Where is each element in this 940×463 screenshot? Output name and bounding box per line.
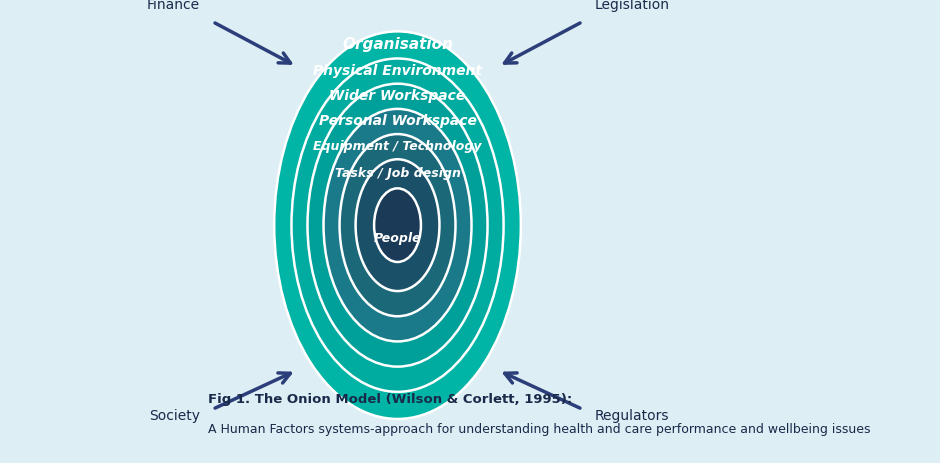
Text: Fig 1. The Onion Model (Wilson & Corlett, 1995):: Fig 1. The Onion Model (Wilson & Corlett… bbox=[208, 393, 572, 406]
Ellipse shape bbox=[307, 84, 488, 367]
Text: Legislation: Legislation bbox=[595, 0, 670, 12]
Text: People: People bbox=[374, 232, 421, 245]
Text: Physical Environment: Physical Environment bbox=[313, 64, 482, 78]
Ellipse shape bbox=[339, 134, 456, 316]
Text: Society: Society bbox=[149, 409, 200, 423]
Text: Personal Workspace: Personal Workspace bbox=[319, 114, 477, 128]
Text: Wider Workspace: Wider Workspace bbox=[329, 89, 465, 103]
Ellipse shape bbox=[291, 58, 504, 392]
FancyBboxPatch shape bbox=[164, 9, 631, 463]
Text: Tasks / Job design: Tasks / Job design bbox=[335, 167, 461, 180]
Text: A Human Factors systems-approach for understanding health and care performance a: A Human Factors systems-approach for und… bbox=[208, 423, 870, 436]
Text: Organisation: Organisation bbox=[342, 38, 453, 52]
Text: Equipment / Technology: Equipment / Technology bbox=[313, 140, 482, 153]
Ellipse shape bbox=[323, 109, 472, 341]
Text: Finance: Finance bbox=[147, 0, 200, 12]
Ellipse shape bbox=[274, 31, 521, 419]
Text: Regulators: Regulators bbox=[595, 409, 669, 423]
Ellipse shape bbox=[355, 159, 440, 291]
Ellipse shape bbox=[374, 188, 421, 262]
